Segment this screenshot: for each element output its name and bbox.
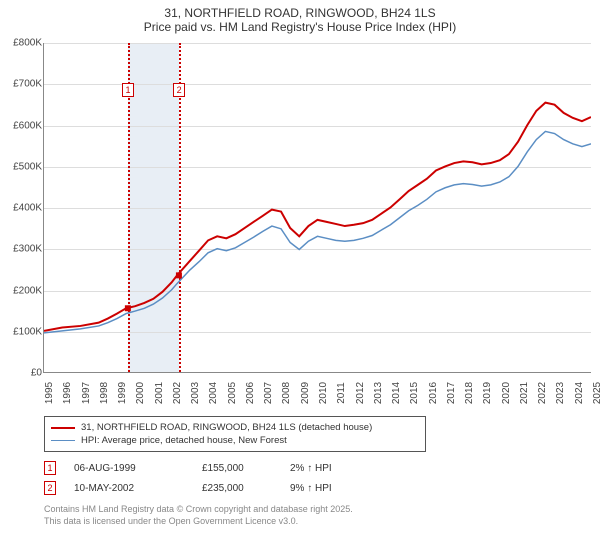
sale-point (176, 272, 182, 278)
x-axis-label: 2015 (409, 382, 420, 404)
footer-line1: Contains HM Land Registry data © Crown c… (44, 504, 600, 516)
x-axis-label: 1995 (44, 382, 55, 404)
chart-container: 31, NORTHFIELD ROAD, RINGWOOD, BH24 1LS … (0, 0, 600, 560)
y-axis-label: £300K (8, 244, 42, 255)
sale-delta: 9% ↑ HPI (290, 483, 380, 494)
x-axis-label: 2018 (464, 382, 475, 404)
legend-row: 31, NORTHFIELD ROAD, RINGWOOD, BH24 1LS … (51, 421, 419, 434)
x-axis-label: 1998 (99, 382, 110, 404)
sale-num: 2 (44, 481, 56, 495)
series-lines (44, 43, 591, 372)
x-axis-label: 2019 (482, 382, 493, 404)
x-axis-label: 2007 (263, 382, 274, 404)
x-axis-label: 2013 (373, 382, 384, 404)
x-axis-label: 2006 (245, 382, 256, 404)
chart-area: £0 £100K £200K £300K £400K £500K £600K £700K £80… (5, 38, 600, 408)
y-axis-label: £700K (8, 79, 42, 90)
x-axis-label: 2003 (190, 382, 201, 404)
x-axis-label: 2009 (300, 382, 311, 404)
title-line2: Price paid vs. HM Land Registry's House … (0, 20, 600, 34)
legend-swatch (51, 440, 75, 442)
x-axis-label: 1999 (117, 382, 128, 404)
x-axis-label: 2000 (135, 382, 146, 404)
x-axis-label: 2021 (519, 382, 530, 404)
y-axis-label: £800K (8, 38, 42, 49)
y-axis-label: £200K (8, 285, 42, 296)
footer: Contains HM Land Registry data © Crown c… (44, 504, 600, 527)
plot-region: £0£100K£200K£300K£400K£500K£600K£700K£80… (43, 43, 591, 373)
sale-point (125, 305, 131, 311)
footer-line2: This data is licensed under the Open Gov… (44, 516, 600, 528)
x-axis-label: 2011 (336, 382, 347, 404)
x-axis-label: 2017 (446, 382, 457, 404)
x-axis-label: 1997 (81, 382, 92, 404)
legend-swatch (51, 427, 75, 429)
title-block: 31, NORTHFIELD ROAD, RINGWOOD, BH24 1LS … (0, 0, 600, 38)
x-axis-label: 2022 (537, 382, 548, 404)
x-axis-label: 2024 (574, 382, 585, 404)
sale-delta: 2% ↑ HPI (290, 463, 380, 474)
sale-date: 10-MAY-2002 (74, 483, 184, 494)
x-axis-label: 2008 (281, 382, 292, 404)
x-axis-label: 2014 (391, 382, 402, 404)
y-axis-label: £600K (8, 120, 42, 131)
x-axis-label: 2002 (172, 382, 183, 404)
sale-num: 1 (44, 461, 56, 475)
x-axis-label: 2001 (154, 382, 165, 404)
legend-row: HPI: Average price, detached house, New … (51, 434, 419, 447)
legend: 31, NORTHFIELD ROAD, RINGWOOD, BH24 1LS … (44, 416, 426, 452)
series-hpi (44, 131, 591, 332)
y-axis-label: £0 (8, 368, 42, 379)
sale-row: 1 06-AUG-1999 £155,000 2% ↑ HPI (44, 458, 600, 478)
x-axis-label: 1996 (62, 382, 73, 404)
x-axis-label: 2016 (428, 382, 439, 404)
sale-price: £235,000 (202, 483, 272, 494)
x-axis-label: 2004 (208, 382, 219, 404)
sale-date: 06-AUG-1999 (74, 463, 184, 474)
x-axis-label: 2025 (592, 382, 600, 404)
x-axis-label: 2005 (227, 382, 238, 404)
y-axis-label: £100K (8, 326, 42, 337)
x-axis-label: 2023 (555, 382, 566, 404)
y-axis-label: £400K (8, 203, 42, 214)
x-axis-label: 2010 (318, 382, 329, 404)
legend-label: HPI: Average price, detached house, New … (81, 435, 287, 446)
sales-table: 1 06-AUG-1999 £155,000 2% ↑ HPI 2 10-MAY-2002… (44, 458, 600, 498)
sale-row: 2 10-MAY-2002 £235,000 9% ↑ HPI (44, 478, 600, 498)
sale-price: £155,000 (202, 463, 272, 474)
title-line1: 31, NORTHFIELD ROAD, RINGWOOD, BH24 1LS (0, 6, 600, 20)
y-axis-label: £500K (8, 161, 42, 172)
x-axis-label: 2020 (501, 382, 512, 404)
legend-label: 31, NORTHFIELD ROAD, RINGWOOD, BH24 1LS … (81, 422, 372, 433)
series-price_paid (44, 103, 591, 331)
x-axis-label: 2012 (355, 382, 366, 404)
